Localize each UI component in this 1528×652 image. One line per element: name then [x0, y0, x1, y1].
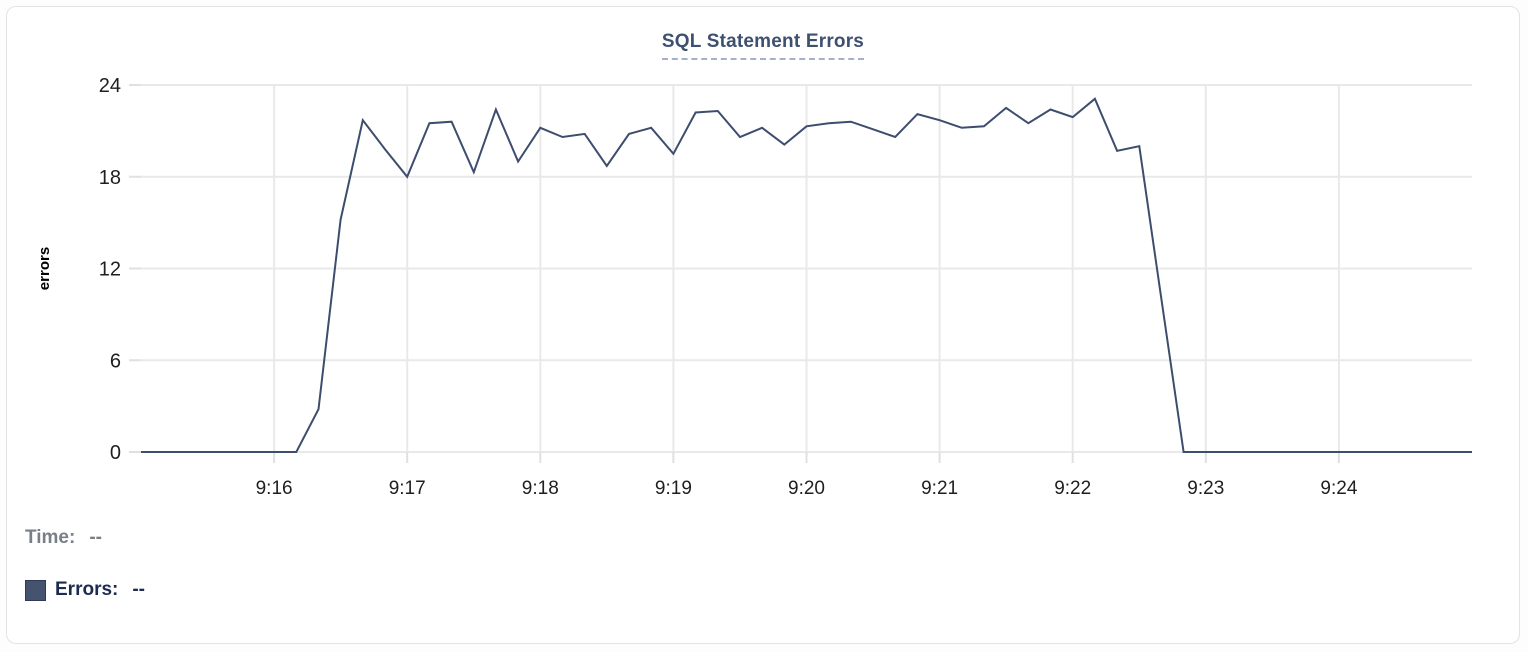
x-tick-label: 9:16	[256, 478, 293, 499]
y-tick-label: 12	[99, 259, 121, 281]
sql-errors-chart-card: SQL Statement Errors 0 6 12 18 24 9:16 9:17 9:1…	[6, 6, 1520, 644]
y-axis-label: errors	[36, 247, 53, 290]
x-tick-label: 9:21	[921, 478, 958, 499]
y-tick-label: 6	[110, 350, 121, 372]
x-tick-label: 9:20	[788, 478, 825, 499]
tooltip-time-value: --	[89, 527, 102, 548]
x-tick-label: 9:22	[1054, 478, 1091, 499]
chart-plot-area[interactable]: 0 6 12 18 24 9:16 9:17 9:18 9:19 9:20 9:21 9:22 9:23…	[7, 62, 1523, 512]
y-tick-label: 0	[110, 442, 121, 464]
y-tick-label: 24	[99, 75, 121, 97]
errors-series-line[interactable]	[141, 97, 1472, 453]
errors-series-swatch-icon	[25, 579, 46, 601]
chart-canvas[interactable]: 0 6 12 18 24 9:16 9:17 9:18 9:19 9:20 9:21 9:22 9:23…	[7, 62, 1523, 512]
x-tick-label: 9:23	[1187, 478, 1224, 499]
x-tick-label: 9:17	[389, 478, 426, 499]
tooltip-errors-row: Errors: --	[25, 579, 145, 601]
tooltip-time-label: Time:	[25, 527, 76, 548]
chart-header: SQL Statement Errors	[7, 31, 1519, 60]
chart-title-link[interactable]: SQL Statement Errors	[661, 31, 865, 60]
tooltip-errors-label: Errors:	[55, 579, 119, 600]
tooltip-errors-value: --	[132, 579, 146, 600]
y-tick-label: 18	[99, 167, 121, 189]
x-tick-label: 9:18	[522, 478, 559, 499]
x-tick-label: 9:24	[1320, 478, 1357, 499]
tooltip-time-row: Time: --	[25, 527, 102, 549]
x-tick-label: 9:19	[655, 478, 692, 499]
